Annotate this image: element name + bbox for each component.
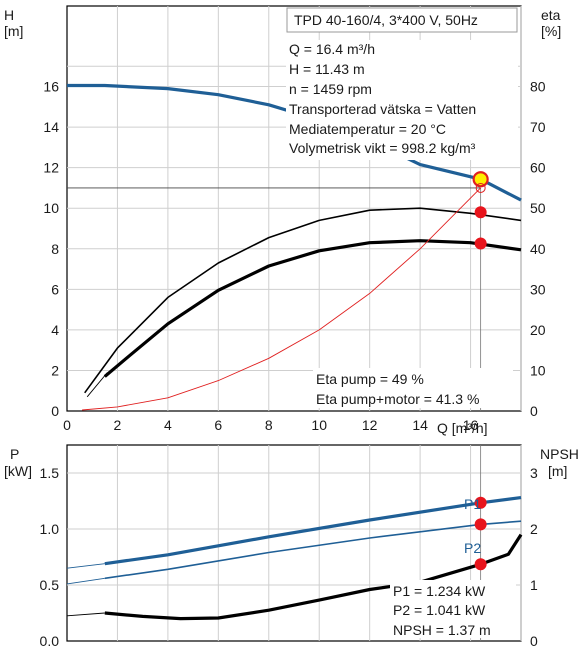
top-curves [67, 83, 522, 411]
duty-point-marker [472, 171, 489, 188]
y-left-label: H [4, 7, 14, 23]
npsh-tick-label: 0 [530, 633, 538, 649]
info-p1: P1 = 1.234 kW [393, 583, 486, 599]
y-left-tick-label: 0 [51, 403, 59, 419]
y-right-tick-label: 80 [530, 79, 546, 95]
npsh-tick-label: 1 [530, 577, 538, 593]
p2-curve [104, 520, 522, 580]
info-background [286, 40, 518, 160]
x-axis-label: Q [m³/h] [437, 420, 488, 436]
y-right-tick-label: 30 [530, 281, 546, 297]
p1-marker [474, 496, 487, 509]
bottom-curves [66, 496, 523, 621]
y-right-tick-label: 70 [530, 119, 546, 135]
efficiency-pump-curve [84, 207, 522, 394]
y-left-tick-label: 16 [43, 79, 59, 95]
bottom-markers [474, 496, 487, 571]
x-tick-label: 2 [114, 417, 122, 433]
npsh-tick-label: 3 [530, 465, 538, 481]
info-temperature: Mediatemperatur = 20 °C [289, 121, 446, 137]
info-head: H = 11.43 m [289, 61, 365, 77]
x-tick-label: 0 [63, 417, 71, 433]
p2-curve-label: P2 [464, 540, 481, 556]
y-left-unit: [m] [4, 23, 23, 39]
head-efficiency-panel: 0 2 4 6 8 10 12 14 16 0 2 4 6 8 10 12 14 16 0 10 20 30 40 50 60 7… [4, 5, 561, 436]
power-axis-unit: [kW] [4, 463, 32, 479]
x-tick-label: 4 [164, 417, 172, 433]
power-npsh-panel: 0.0 0.5 1.0 1.5 0 1 2 3 P [kW] NPSH [m] P1 P2 P… [4, 444, 579, 649]
power-tick-label: 0.0 [40, 633, 60, 649]
info-p2: P2 = 1.041 kW [393, 602, 486, 618]
y-right-tick-label: 50 [530, 200, 546, 216]
system-curve-point-marker [475, 182, 486, 193]
x-tick-label: 12 [362, 417, 378, 433]
npsh-curve [104, 533, 523, 621]
p1-curve [104, 496, 522, 566]
y-left-tick-label: 14 [43, 119, 59, 135]
power-tick-label: 1.0 [40, 521, 60, 537]
y-right-tick-label: 10 [530, 362, 546, 378]
y-left-tick-label: 10 [43, 200, 59, 216]
y-right-tick-label: 20 [530, 322, 546, 338]
efficiency-pump-marker [474, 206, 487, 219]
info-liquid: Transporterad vätska = Vatten [289, 101, 476, 117]
power-info-background [390, 580, 516, 638]
chart-title: TPD 40-160/4, 3*400 V, 50Hz [294, 12, 478, 28]
top-tick-labels: 0 2 4 6 8 10 12 14 16 0 2 4 6 8 10 12 14 16 0 10 20 30 40 50 60 7… [43, 79, 545, 433]
x-tick-label: 16 [463, 417, 479, 433]
system-curve [82, 187, 481, 411]
bottom-tick-labels: 0.0 0.5 1.0 1.5 0 1 2 3 [40, 465, 538, 649]
efficiency-start-tail [86, 372, 108, 398]
y-right-tick-label: 0 [530, 403, 538, 419]
y-right-label: eta [541, 7, 561, 23]
npsh-axis-label: NPSH [540, 446, 579, 462]
operating-info: Q = 16.4 m³/h H = 11.43 m n = 1459 rpm T… [286, 40, 518, 160]
npsh-curve-start [66, 612, 105, 617]
power-tick-label: 1.5 [40, 465, 60, 481]
p2-curve-start [66, 577, 105, 585]
top-markers [472, 171, 489, 250]
npsh-marker [474, 558, 487, 571]
y-right-tick-label: 60 [530, 160, 546, 176]
power-axis-label: P [10, 446, 19, 462]
info-flow: Q = 16.4 m³/h [289, 41, 375, 57]
y-right-tick-label: 40 [530, 241, 546, 257]
x-tick-label: 14 [412, 417, 428, 433]
x-tick-label: 8 [265, 417, 273, 433]
y-left-tick-label: 12 [43, 160, 59, 176]
p2-marker [474, 518, 487, 531]
y-left-tick-label: 2 [51, 362, 59, 378]
efficiency-background [313, 368, 513, 408]
efficiency-pump-motor-curve [103, 239, 522, 378]
info-density: Volymetrisk vikt = 998.2 kg/m³ [289, 140, 476, 156]
y-left-tick-label: 4 [51, 322, 59, 338]
y-left-tick-label: 6 [51, 281, 59, 297]
p1-curve-label: P1 [464, 496, 481, 512]
y-left-tick-label: 8 [51, 241, 59, 257]
y-right-unit: [%] [541, 23, 561, 39]
power-tick-label: 0.5 [40, 577, 60, 593]
efficiency-info: Eta pump = 49 % Eta pump+motor = 41.3 % [313, 368, 513, 408]
eta-pump-text: Eta pump = 49 % [316, 371, 424, 387]
npsh-tick-label: 2 [530, 521, 538, 537]
power-info: P1 = 1.234 kW P2 = 1.041 kW NPSH = 1.37 … [390, 580, 516, 638]
eta-pump-motor-text: Eta pump+motor = 41.3 % [316, 391, 479, 407]
x-tick-label: 10 [311, 417, 327, 433]
info-speed: n = 1459 rpm [289, 81, 372, 97]
title-box [286, 7, 518, 33]
efficiency-pump-motor-marker [474, 237, 487, 250]
p1-curve-start [66, 563, 105, 569]
info-npsh: NPSH = 1.37 m [393, 622, 491, 638]
x-tick-label: 6 [214, 417, 222, 433]
npsh-axis-unit: [m] [548, 463, 567, 479]
